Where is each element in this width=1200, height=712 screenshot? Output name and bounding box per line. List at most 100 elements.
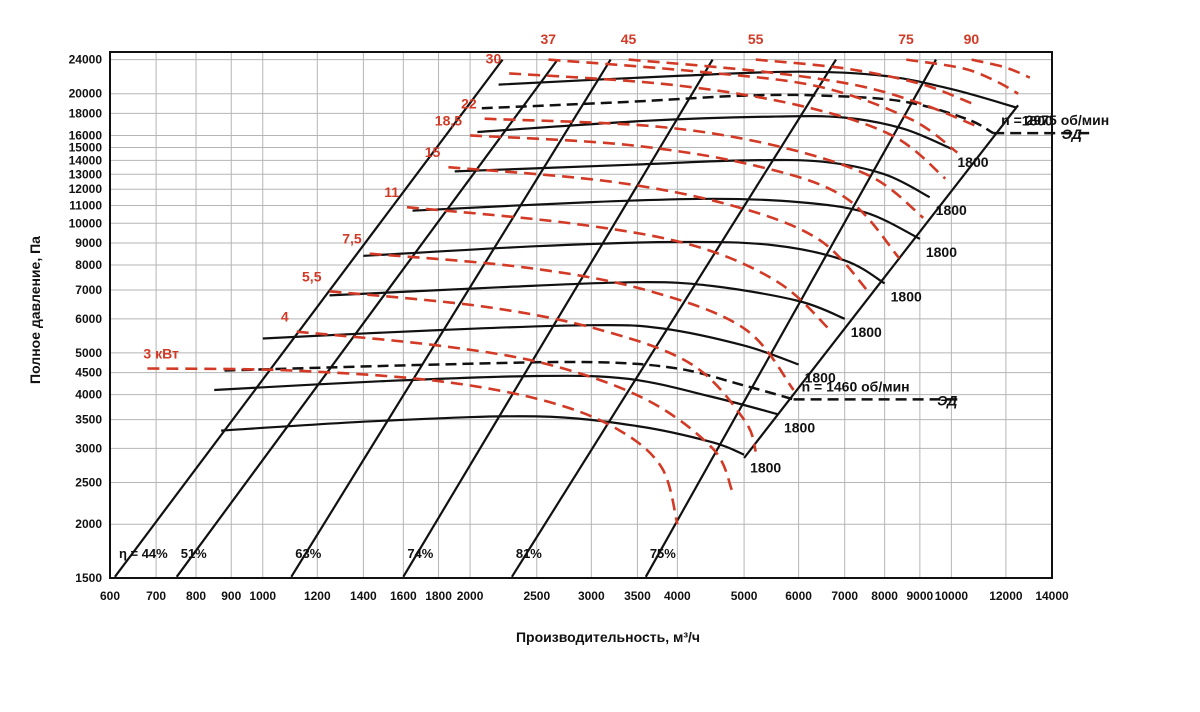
- fan-curve: [262, 323, 799, 366]
- speed-label: n = 1460 об/мин: [802, 378, 910, 394]
- x-tick-label: 1400: [350, 589, 377, 603]
- power-label: 7,5: [342, 231, 362, 247]
- power-label: 5,5: [302, 268, 322, 284]
- y-tick-label: 9000: [75, 236, 102, 250]
- y-tick-label: 15000: [69, 141, 103, 155]
- power-curve: [484, 117, 925, 219]
- curve-labels: η = 44% 51% 63% 74% 81% 75% 1800 1800 1800 1800 18…: [119, 31, 1109, 561]
- power-curve: [509, 72, 947, 180]
- y-tick-label: 16000: [69, 128, 103, 142]
- efficiency-label: 81%: [516, 546, 542, 561]
- power-curve: [548, 58, 959, 154]
- y-tick-label: 3500: [75, 413, 102, 427]
- power-curve: [406, 205, 833, 333]
- x-tick-label: 1000: [249, 589, 276, 603]
- efficiency-label: η = 44%: [119, 546, 168, 561]
- efficiency-lines: [114, 58, 1019, 578]
- y-tick-labels: 1500 2000 2500 3000 3500 4000 4500 5000 6000 7000…: [69, 53, 103, 585]
- fan-curve: [363, 240, 886, 285]
- efficiency-line: [114, 58, 504, 578]
- power-label: 75: [898, 31, 914, 47]
- power-curve: [755, 58, 973, 105]
- fan-curve: [477, 115, 952, 150]
- fan-curve: [329, 281, 846, 320]
- power-label: 15: [425, 144, 441, 160]
- x-tick-label: 3000: [578, 589, 605, 603]
- y-tick-label: 11000: [69, 198, 102, 212]
- x-axis-title: Производительность, м³/ч: [516, 629, 700, 645]
- fan-curve: [412, 197, 921, 240]
- fan-curve-label: 1800: [851, 324, 882, 340]
- y-tick-label: 2000: [75, 517, 102, 531]
- power-label: 55: [748, 31, 764, 47]
- y-tick-label: 13000: [69, 167, 103, 181]
- y-tick-label: 14000: [69, 153, 103, 167]
- y-tick-label: 4500: [75, 366, 102, 380]
- fan-curve-label: 1800: [891, 288, 922, 304]
- y-tick-label: 10000: [69, 216, 103, 230]
- power-label: 90: [964, 31, 980, 47]
- power-label: 45: [621, 31, 637, 47]
- x-tick-label: 600: [100, 589, 120, 603]
- motor-label: ЭД: [937, 392, 957, 408]
- x-tick-label: 14000: [1035, 589, 1069, 603]
- speed-label: n = 2975 об/мин: [1001, 112, 1109, 128]
- y-tick-label: 8000: [75, 258, 102, 272]
- fan-curve: [454, 158, 931, 199]
- efficiency-label: 51%: [181, 546, 207, 561]
- y-tick-label: 12000: [69, 182, 103, 196]
- fan-curve: [214, 374, 779, 416]
- power-curve: [906, 58, 1019, 95]
- y-tick-label: 24000: [69, 53, 103, 67]
- y-axis-title: Полное давление, Па: [27, 236, 43, 384]
- x-tick-label: 2500: [523, 589, 550, 603]
- fan-curve-label: 1800: [1022, 112, 1053, 128]
- y-tick-label: 2500: [75, 475, 102, 489]
- x-tick-label: 5000: [731, 589, 758, 603]
- x-tick-label: 900: [221, 589, 241, 603]
- fan-curve-label: 1800: [957, 154, 988, 170]
- power-curve: [369, 252, 795, 391]
- efficiency-line: [175, 58, 559, 578]
- motor-label: ЭД: [1062, 126, 1082, 142]
- power-label: 11: [384, 184, 399, 200]
- efficiency-line: [644, 59, 937, 578]
- x-tick-label: 3500: [624, 589, 651, 603]
- efficiency-label: 74%: [407, 546, 433, 561]
- power-label: 22: [461, 96, 477, 112]
- efficiency-label: 75%: [650, 546, 676, 561]
- y-tick-label: 6000: [75, 312, 102, 326]
- x-tick-label: 8000: [871, 589, 898, 603]
- speed-curve: [481, 93, 994, 135]
- fan-curve-label: 1800: [805, 369, 836, 385]
- x-tick-labels: 600 700 800 900 1000 1200 1400 1600 1800 2000 2500…: [100, 589, 1069, 603]
- y-tick-label: 3000: [75, 441, 102, 455]
- fan-curve-label: 1800: [784, 419, 815, 435]
- fan-curve-label: 1800: [750, 460, 781, 476]
- fan-curves: [214, 70, 1016, 456]
- y-tick-label: 7000: [75, 283, 102, 297]
- x-tick-label: 9000: [907, 589, 934, 603]
- power-curve: [628, 58, 975, 127]
- power-label: 3 кВт: [143, 345, 179, 361]
- efficiency-label: 63%: [295, 546, 321, 561]
- power-label: 37: [541, 31, 557, 47]
- fan-curve: [221, 415, 745, 456]
- y-tick-label: 4000: [75, 388, 102, 402]
- fan-curve-label: 1800: [926, 244, 957, 260]
- x-tick-label: 800: [186, 589, 206, 603]
- power-curve: [296, 330, 734, 491]
- y-tick-label: 5000: [75, 346, 102, 360]
- speed-curve: [224, 360, 794, 401]
- x-tick-label: 700: [146, 589, 166, 603]
- fan-curve-label: 1800: [936, 202, 967, 218]
- x-tick-label: 1200: [304, 589, 331, 603]
- x-tick-label: 12000: [989, 589, 1023, 603]
- power-curve: [147, 367, 679, 525]
- power-label: 30: [486, 50, 502, 66]
- power-curve: [470, 134, 901, 259]
- x-tick-label: 7000: [831, 589, 858, 603]
- efficiency-line: [510, 59, 837, 578]
- fan-curve: [498, 70, 1016, 109]
